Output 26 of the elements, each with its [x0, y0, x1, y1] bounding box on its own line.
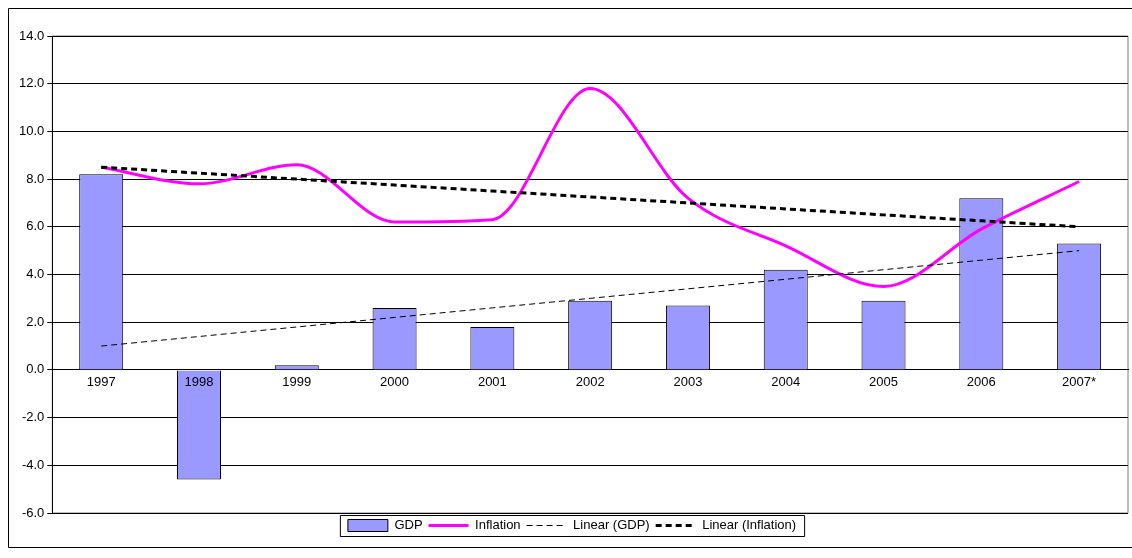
y-tick-label: 14.0 — [18, 27, 45, 43]
y-tick-label: -2.0 — [21, 409, 45, 425]
x-tick-label: 1999 — [282, 373, 312, 389]
y-tick-label: 2.0 — [26, 313, 45, 329]
y-tick-label: -6.0 — [21, 504, 45, 520]
y-tick-label: 8.0 — [26, 170, 45, 186]
x-tick-label: 2005 — [869, 373, 898, 389]
legend-label: GDP — [394, 517, 423, 533]
x-tick-label: 2003 — [673, 373, 703, 389]
y-tick-label: 12.0 — [18, 75, 45, 91]
x-tick-label: 2006 — [966, 373, 996, 389]
legend-label: Inflation — [475, 517, 521, 533]
x-tick-label: 1997 — [86, 373, 116, 389]
x-tick-label: 2001 — [477, 373, 507, 389]
x-tick-label: 2004 — [771, 373, 801, 389]
y-tick-label: 4.0 — [26, 266, 45, 282]
y-tick-label: -4.0 — [21, 456, 45, 472]
legend-label: Linear (Inflation) — [702, 517, 797, 533]
y-tick-label: 0.0 — [26, 361, 45, 377]
y-tick-label: 6.0 — [26, 218, 45, 234]
y-tick-label: 10.0 — [18, 122, 45, 138]
x-tick-label: 2002 — [575, 373, 605, 389]
legend-label: Linear (GDP) — [573, 517, 650, 533]
x-tick-label: 2007* — [1062, 373, 1097, 389]
x-tick-label: 2000 — [380, 373, 410, 389]
x-tick-label: 1998 — [184, 373, 214, 389]
